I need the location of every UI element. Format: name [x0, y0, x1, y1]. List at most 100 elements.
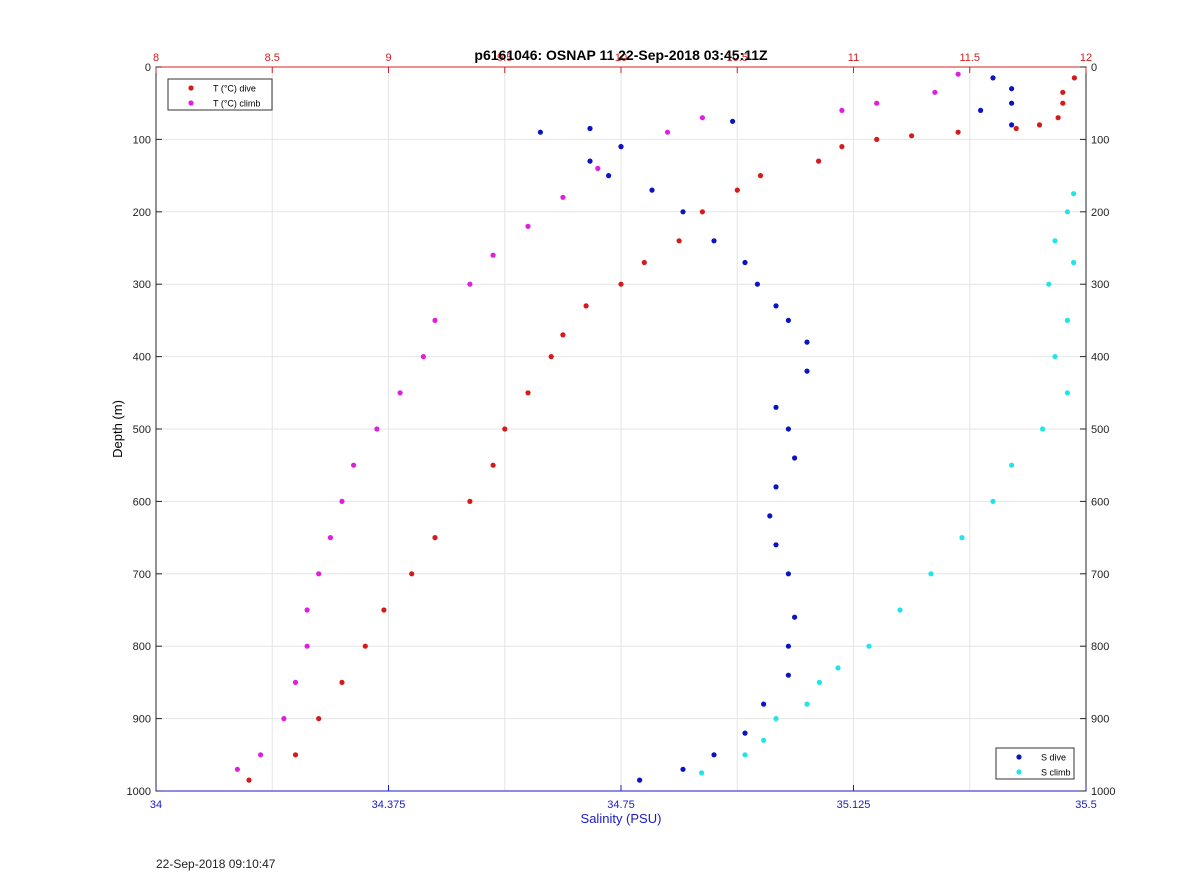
series-t-c-climb: [234, 71, 961, 772]
data-point: [1009, 462, 1015, 468]
data-point: [874, 136, 880, 142]
legend-marker: [188, 100, 194, 106]
right-tick-label: 200: [1091, 207, 1109, 219]
x-axis-label: Salinity (PSU): [581, 811, 662, 826]
data-point: [699, 209, 706, 215]
data-point: [792, 455, 798, 461]
legend-box: [167, 78, 273, 111]
right-tick-label: 300: [1091, 279, 1109, 291]
legend-label: S dive: [1041, 753, 1066, 763]
data-point: [618, 144, 624, 150]
data-point: [246, 777, 252, 783]
right-tick-label: 1000: [1091, 786, 1115, 798]
data-point: [420, 354, 426, 360]
data-point: [816, 158, 822, 164]
data-point: [866, 643, 872, 649]
left-tick-label: 0: [145, 62, 151, 74]
data-point: [785, 643, 792, 649]
data-point: [1064, 317, 1070, 323]
data-point: [409, 571, 415, 577]
data-point: [773, 716, 779, 722]
data-point: [1071, 191, 1077, 197]
data-point: [804, 368, 810, 374]
top-tick-label: 9: [385, 52, 391, 64]
left-tick-label: 700: [133, 569, 151, 581]
data-point: [327, 535, 333, 541]
data-point: [664, 129, 671, 135]
data-point: [537, 129, 544, 135]
data-point: [490, 462, 496, 468]
data-point: [742, 259, 748, 266]
data-point: [560, 332, 566, 338]
top-tick-label: 8: [153, 52, 159, 64]
data-point: [1064, 390, 1070, 396]
top-tick-label: 12: [1080, 52, 1092, 64]
data-point: [362, 643, 368, 649]
bottom-tick-label: 35.5: [1075, 799, 1096, 811]
data-point: [792, 614, 798, 620]
bottom-tick-label: 34: [150, 799, 162, 811]
data-point: [339, 498, 345, 504]
legend-label: T (°C) climb: [213, 99, 260, 109]
top-tick-label: 9.5: [497, 52, 512, 64]
data-point: [583, 303, 589, 309]
legend-marker: [188, 85, 194, 91]
legend-marker: [1016, 769, 1022, 775]
data-point: [525, 223, 531, 229]
top-tick-label: 10: [615, 52, 627, 64]
data-point: [1009, 122, 1015, 128]
data-point: [374, 426, 380, 432]
data-point: [525, 390, 531, 396]
data-point: [1036, 122, 1043, 128]
data-point: [467, 498, 473, 504]
data-point: [699, 115, 706, 121]
data-point: [618, 281, 624, 287]
data-point: [816, 679, 823, 686]
right-tick-label: 500: [1091, 424, 1109, 436]
left-tick-label: 800: [133, 641, 151, 653]
data-point: [432, 317, 438, 323]
data-point: [711, 238, 717, 244]
data-point: [381, 607, 387, 613]
legend-label: S climb: [1041, 768, 1071, 778]
right-tick-label: 900: [1091, 714, 1109, 726]
left-tick-label: 200: [133, 207, 151, 219]
right-tick-label: 400: [1091, 352, 1109, 364]
footer-timestamp: 22-Sep-2018 09:10:47: [156, 857, 276, 871]
bottom-tick-label: 35.125: [837, 799, 871, 811]
axes: 8 8.5 9 9.5 10 10.5 11 11.5 12 34 34.375 34.75 35.12…: [127, 52, 1116, 811]
chart-title: p6161046: OSNAP 11 22-Sep-2018 03:45:11Z: [474, 47, 768, 63]
data-point: [909, 133, 915, 139]
legend-marker: [1016, 754, 1022, 760]
data-points: [234, 71, 1077, 783]
left-tick-label: 400: [133, 352, 151, 364]
data-point: [835, 665, 841, 671]
data-point: [1009, 100, 1015, 106]
left-tick-label: 900: [133, 714, 151, 726]
data-point: [502, 426, 508, 432]
data-point: [804, 701, 810, 707]
series-t-c-dive: [246, 75, 1077, 783]
data-point: [734, 187, 740, 193]
data-point: [560, 194, 566, 200]
data-point: [1064, 209, 1070, 215]
data-point: [637, 777, 643, 783]
right-tick-label: 100: [1091, 134, 1109, 146]
data-point: [676, 238, 682, 244]
legend-salinity: S dive S climb: [995, 747, 1075, 780]
data-point: [467, 281, 473, 287]
data-point: [785, 426, 792, 432]
data-point: [874, 100, 880, 106]
data-point: [234, 766, 240, 772]
series-s-climb: [699, 191, 1077, 776]
data-point: [1071, 259, 1077, 266]
left-tick-label: 600: [133, 496, 151, 508]
data-point: [397, 390, 403, 396]
data-point: [1013, 125, 1019, 132]
right-tick-label: 700: [1091, 569, 1109, 581]
data-point: [316, 716, 322, 722]
bottom-tick-label: 34.75: [607, 799, 635, 811]
data-point: [839, 144, 845, 150]
data-point: [990, 498, 996, 504]
